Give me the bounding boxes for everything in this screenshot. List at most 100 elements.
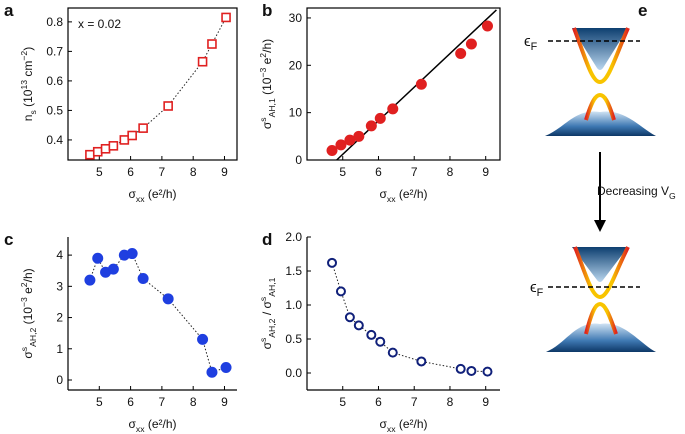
valence-mound [546, 323, 656, 352]
y-tick-label: 20 [289, 58, 303, 72]
y-tick-label: 30 [289, 11, 303, 25]
x-axis-label-part: (e²/h) [396, 417, 428, 431]
marker [197, 56, 208, 67]
y-tick-label: 0 [56, 373, 63, 387]
y-axis-label-part: / σ [260, 301, 274, 319]
y-axis-label-part: /h) [260, 39, 274, 53]
x-axis-label-part: xx [136, 194, 145, 204]
x-axis-label-part: (e²/h) [145, 417, 177, 431]
frame [67, 7, 238, 161]
y-tick-label: 3 [56, 279, 63, 293]
x-tick-label: 6 [375, 165, 382, 179]
y-axis-label-part: AH,1 [267, 98, 277, 117]
y-tick-label: 0 [295, 153, 302, 167]
x-tick-label: 6 [127, 165, 134, 179]
x-axis-label-part: xx [136, 424, 145, 434]
x-tick-label: 9 [482, 165, 489, 179]
marker [327, 257, 338, 268]
arrow-head [594, 220, 606, 232]
marker [220, 362, 232, 374]
marker [108, 141, 119, 151]
marker [365, 120, 377, 132]
marker [344, 312, 355, 323]
x-tick-label: 9 [482, 395, 489, 409]
panel-label: d [262, 230, 272, 249]
connector [89, 17, 227, 156]
marker [466, 365, 477, 376]
marker [481, 20, 493, 32]
connector [331, 262, 488, 373]
y-tick-label: 1.5 [285, 264, 302, 278]
x-tick-label: 5 [339, 165, 346, 179]
y-axis-label-part: n [21, 115, 35, 122]
y-axis-label-part: s [258, 297, 268, 301]
marker [163, 101, 173, 111]
y-axis-label-part: AH,2 [28, 328, 38, 347]
y-axis-label: ns (1013 cm−2) [19, 47, 38, 121]
fermi-label: ϵF [524, 33, 538, 53]
y-tick-label: 0.6 [46, 74, 63, 88]
y-tick-label: 2 [56, 311, 63, 325]
x-tick-label: 7 [411, 395, 418, 409]
y-axis-label-part: AH,2 [267, 318, 277, 337]
y-axis-label-part: ) [21, 47, 35, 51]
marker [92, 146, 103, 157]
marker [416, 356, 427, 367]
fermi-label-part: ϵ [530, 279, 537, 296]
x-tick-label: 8 [190, 395, 197, 409]
y-axis-label: σsAH,2 (10−3 e2/h) [19, 268, 38, 358]
arrow-label-part: V [661, 184, 669, 198]
y-axis-label-part: 2 [258, 53, 268, 58]
x-axis-label: σxx (e²/h) [128, 187, 176, 204]
arrow-label-part: G [669, 191, 676, 201]
frame [306, 7, 501, 161]
schematic: e [545, 1, 656, 352]
marker [107, 263, 119, 275]
panel-label: c [4, 230, 13, 249]
panel-label: e [638, 1, 647, 20]
marker [455, 47, 467, 59]
marker [207, 39, 217, 49]
x-tick-label: 9 [221, 395, 228, 409]
y-tick-label: 1.0 [285, 298, 302, 312]
marker [197, 333, 209, 345]
y-axis-label-part: s [258, 338, 268, 342]
y-axis-label-part: 13 [19, 80, 29, 90]
x-tick-label: 6 [375, 395, 382, 409]
x-tick-label: 8 [447, 165, 454, 179]
y-tick-label: 1 [56, 342, 63, 356]
y-tick-label: 4 [56, 248, 63, 262]
marker [387, 103, 399, 115]
marker [482, 366, 493, 377]
y-axis-label: σsAH,1 (10−3 e2/h) [258, 39, 277, 129]
marker [374, 112, 386, 124]
annotation: x = 0.02 [78, 17, 121, 31]
y-axis-label-part: (10 [21, 89, 35, 110]
x-axis-label: σxx (e²/h) [128, 417, 176, 434]
arrow-label-part: Decreasing [597, 184, 661, 198]
x-tick-label: 9 [221, 165, 228, 179]
marker [455, 363, 466, 374]
y-axis-label-part: cm [21, 61, 35, 80]
marker [221, 12, 231, 23]
x-axis-label-part: xx [387, 194, 396, 204]
y-tick-label: 0.4 [46, 133, 63, 147]
x-tick-label: 7 [159, 395, 166, 409]
y-axis-label-part: s [258, 117, 268, 121]
conduction-cone [572, 247, 628, 282]
valence-band [584, 92, 616, 121]
y-tick-label: 0.5 [285, 332, 302, 346]
panel-label: b [262, 1, 272, 20]
y-axis-label-part: /h) [21, 268, 35, 282]
x-axis-label: σxx (e²/h) [379, 187, 427, 204]
conduction-cone [572, 28, 628, 70]
y-axis-label-part: (10 [260, 77, 274, 98]
y-tick-label: 0.0 [285, 366, 302, 380]
marker [465, 38, 477, 50]
x-tick-label: 8 [190, 165, 197, 179]
marker [138, 123, 148, 133]
y-axis-label-part: σ [21, 351, 35, 359]
y-axis-label-part: e [260, 57, 274, 67]
marker [326, 145, 338, 157]
x-axis-label: σxx (e²/h) [379, 417, 427, 434]
